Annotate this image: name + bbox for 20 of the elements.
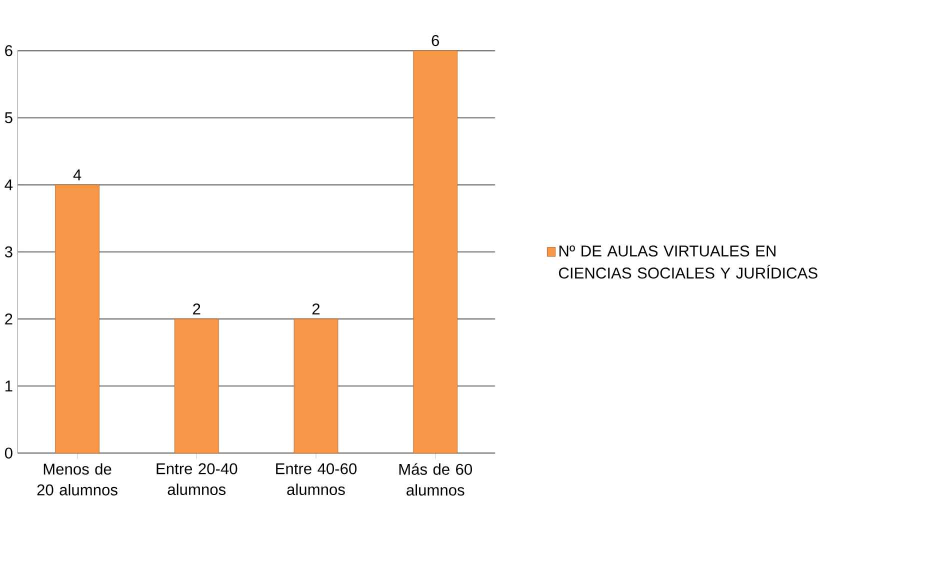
legend-label: Nº DE AULAS VIRTUALES EN CIENCIAS SOCIALES Y JURÍDICAS: [558, 246, 818, 279]
x-tick-label: Entre 40-60 alumnos: [276, 463, 357, 496]
bar: [413, 50, 458, 454]
x-tick-label: Menos de 20 alumnos: [37, 463, 118, 496]
x-tick-label: Entre 20-40 alumnos: [156, 463, 238, 496]
y-tick-label: 5: [4, 112, 12, 124]
y-tick-label: 4: [4, 180, 13, 190]
y-tick-label: 0: [4, 448, 12, 459]
x-tick-label: Más de 60 alumnos: [399, 463, 472, 496]
y-tick-label: 2: [5, 314, 12, 324]
data-label: 4: [73, 170, 82, 180]
bar: [174, 318, 219, 454]
bar: [55, 184, 100, 454]
data-label: 6: [432, 35, 440, 46]
bar: [294, 318, 338, 454]
y-tick-label: 1: [6, 380, 12, 392]
y-tick-label: 6: [5, 45, 12, 56]
y-tick-label: 3: [4, 246, 12, 258]
data-label: 2: [312, 304, 320, 314]
data-label: 2: [193, 304, 200, 314]
